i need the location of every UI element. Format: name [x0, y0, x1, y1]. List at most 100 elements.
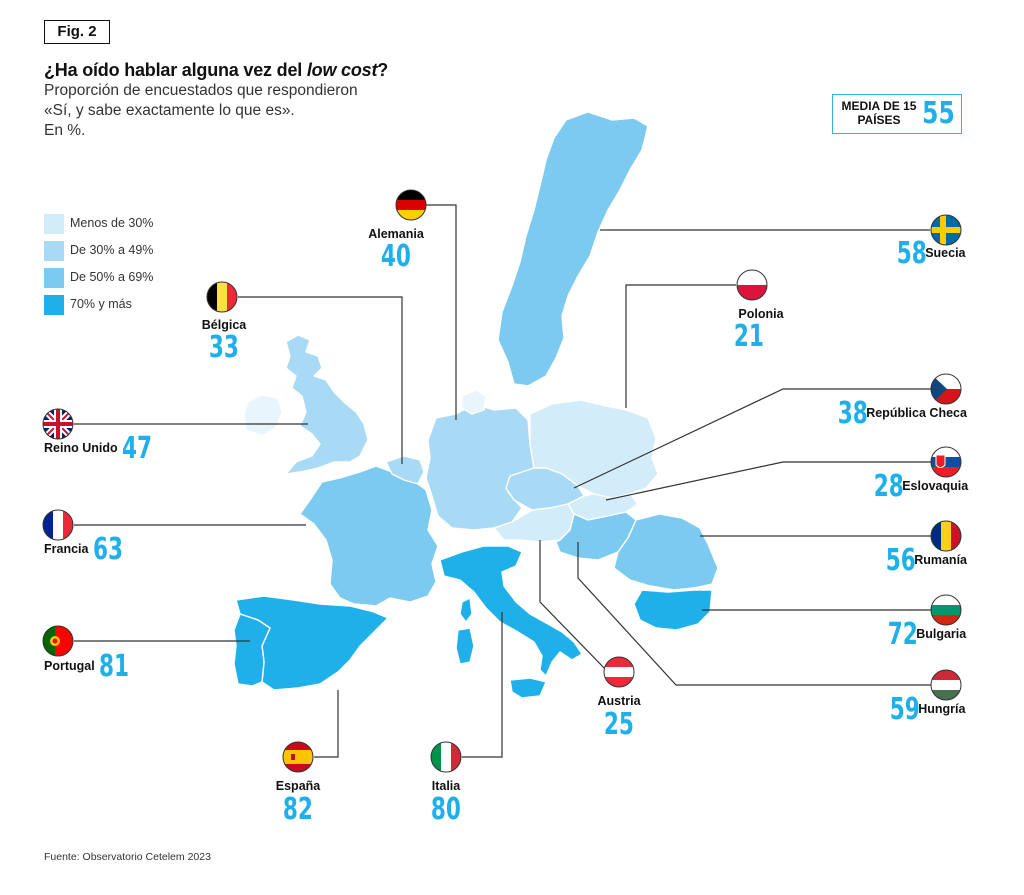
country-name: Polonia: [738, 307, 784, 321]
region-ireland: [243, 394, 283, 437]
country-name: República Checa: [866, 406, 967, 420]
region-sweden: [497, 111, 649, 387]
region-belgium: [385, 455, 425, 485]
leader-line-alemania: [426, 204, 457, 420]
country-value: 82: [282, 792, 314, 827]
country-value: 40: [380, 239, 412, 274]
flag-belgium-icon: [206, 281, 238, 313]
country-label-francia: Francia 63: [44, 532, 135, 567]
country-name: Italia: [431, 779, 461, 793]
leader-line-austria: [539, 540, 609, 673]
country-value: 72: [887, 617, 918, 652]
region-portugal: [233, 613, 271, 687]
region-corsica: [459, 597, 473, 623]
leader-line-hungria: [577, 542, 932, 686]
country-label-republica-checa: 38 República Checa: [826, 396, 967, 431]
country-value: 58: [896, 236, 927, 271]
country-value: 59: [889, 692, 920, 727]
flag-bulgaria-icon: [930, 594, 962, 626]
region-bulgaria: [633, 589, 713, 631]
legend-swatch: [44, 268, 64, 288]
country-name: Rumanía: [914, 553, 967, 567]
country-name: Austria: [597, 694, 641, 708]
country-value: 63: [92, 532, 123, 567]
legend-swatch: [44, 295, 64, 315]
country-name: Francia: [44, 542, 89, 556]
country-label-reino-unido: Reino Unido 47: [44, 431, 164, 466]
region-italy: [439, 545, 583, 677]
leader-line-espana: [314, 690, 339, 758]
leader-line-polonia: [625, 284, 736, 408]
country-value: 33: [208, 330, 240, 365]
country-name: Portugal: [44, 659, 95, 673]
country-name: Bélgica: [201, 318, 247, 332]
region-france: [299, 465, 439, 607]
country-label-italia: Italia 80: [410, 779, 482, 827]
subtitle-line: En %.: [44, 122, 86, 139]
legend-label: 70% y más: [70, 297, 132, 311]
country-name: Reino Unido: [44, 441, 118, 455]
leader-line-italia: [462, 612, 503, 758]
legend-swatch: [44, 214, 64, 234]
flag-portugal-icon: [42, 625, 74, 657]
country-label-hungria: 59 Hungría: [878, 692, 966, 727]
legend-swatch: [44, 241, 64, 261]
flag-italy-icon: [430, 741, 462, 773]
flag-hungary-icon: [930, 669, 962, 701]
flag-romania-icon: [930, 520, 962, 552]
map-title: ¿Ha oído hablar alguna vez del low cost?: [44, 60, 389, 80]
country-name: Eslovaquia: [902, 479, 969, 493]
average-label: MEDIA DE 15 PAÍSES: [841, 99, 917, 127]
flag-spain-icon: [282, 741, 314, 773]
country-value: 80: [430, 792, 462, 827]
country-label-portugal: Portugal 81: [44, 649, 141, 684]
average-value: 55: [922, 96, 955, 131]
map-regions: [233, 111, 719, 699]
country-name: España: [275, 779, 321, 793]
flag-czech-icon: [930, 373, 962, 405]
country-value: 81: [99, 649, 130, 684]
flag-uk-icon: [42, 408, 74, 440]
region-hungary: [555, 511, 637, 561]
region-sardinia: [455, 627, 475, 665]
flag-germany-icon: [395, 189, 427, 221]
legend-label: Menos de 30%: [70, 216, 154, 230]
leader-lines: [74, 204, 932, 758]
country-value: 28: [873, 469, 904, 504]
subtitle-line: Proporción de encuestados que respondier…: [44, 82, 358, 99]
country-value: 47: [122, 431, 153, 466]
region-germany: [425, 403, 535, 531]
country-value: 38: [837, 396, 868, 431]
region-romania: [613, 513, 719, 591]
country-label-polonia: Polonia 21: [724, 307, 798, 353]
map-subtitle: Proporción de encuestados que respondier…: [44, 81, 404, 141]
country-name: Hungría: [918, 702, 966, 716]
flag-france-icon: [42, 509, 74, 541]
flags: [42, 189, 962, 773]
region-uk: [285, 334, 369, 475]
country-name: Suecia: [925, 246, 966, 260]
leader-line-eslovaquia: [605, 461, 932, 501]
country-label-belgica: Bélgica 33: [188, 318, 260, 364]
subtitle-line: «Sí, y sabe exactamente lo que es».: [44, 102, 295, 119]
source-note: Fuente: Observatorio Cetelem 2023: [44, 851, 211, 863]
flag-slovakia-icon: [930, 446, 962, 478]
country-name: Alemania: [368, 227, 424, 241]
country-label-espana: España 82: [262, 779, 334, 827]
leader-line-republica-checa: [573, 388, 932, 489]
region-sicily: [509, 677, 547, 699]
flag-austria-icon: [603, 656, 635, 688]
leader-line-belgica: [238, 296, 403, 464]
average-box: MEDIA DE 15 PAÍSES 55: [832, 94, 962, 134]
region-denmark: [461, 389, 487, 415]
country-name: Bulgaria: [916, 627, 967, 641]
country-label-suecia: 58 Suecia: [885, 236, 966, 271]
country-label-alemania: Alemania 40: [360, 227, 432, 273]
flag-sweden-icon: [930, 214, 962, 246]
country-label-eslovaquia: 28 Eslovaquia: [862, 469, 969, 504]
figure-label: Fig. 2: [44, 20, 110, 44]
legend-label: De 50% a 69%: [70, 270, 154, 284]
country-label-rumania: 56 Rumanía: [874, 543, 967, 578]
country-value: 21: [733, 319, 765, 354]
